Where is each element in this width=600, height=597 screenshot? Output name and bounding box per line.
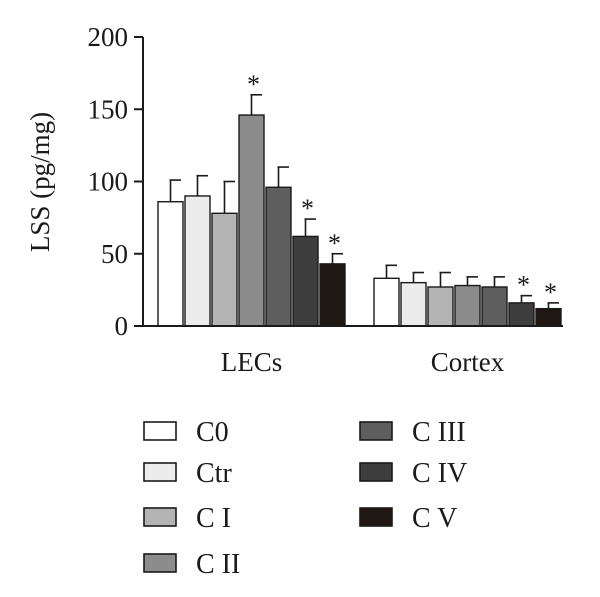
bar <box>373 277 400 327</box>
legend-item: C III <box>359 417 466 448</box>
bar <box>292 235 319 327</box>
legend-swatch <box>143 421 177 441</box>
legend-item: C0 <box>143 417 229 448</box>
x-category-label: LECs <box>221 347 283 377</box>
bar <box>400 281 427 327</box>
x-category-label: Cortex <box>431 347 505 377</box>
legend-item: C I <box>143 503 231 534</box>
legend-label: Ctr <box>196 458 232 489</box>
legend-swatch <box>359 421 393 441</box>
legend-label: C II <box>196 549 240 580</box>
bar <box>319 263 346 327</box>
significance-marker: * <box>544 278 557 307</box>
y-tick-label: 100 <box>88 167 129 197</box>
significance-marker: * <box>328 229 341 258</box>
significance-marker: * <box>517 271 530 300</box>
significance-marker: * <box>301 194 314 223</box>
legend-label: C III <box>412 417 466 448</box>
legend-label: C V <box>412 503 457 534</box>
bar <box>535 307 562 327</box>
bar <box>238 114 265 327</box>
y-axis-label: LSS (pg/mg) <box>25 112 55 252</box>
bar <box>454 284 481 327</box>
legend-label: C IV <box>412 458 467 489</box>
legend-item: C IV <box>359 458 467 489</box>
legend-swatch <box>359 507 393 527</box>
y-tick-label: 50 <box>101 239 128 269</box>
legend-swatch <box>359 462 393 482</box>
significance-marker: * <box>247 70 260 99</box>
x-axis: LECs Cortex <box>143 325 563 377</box>
legend-label: C I <box>196 503 231 534</box>
legend-swatch <box>143 462 177 482</box>
legend-swatch <box>143 507 177 527</box>
y-tick-label: 150 <box>88 94 129 124</box>
legend-item: C V <box>359 503 457 534</box>
bar <box>265 186 292 327</box>
bar <box>184 195 211 327</box>
legend-label: C0 <box>196 417 229 448</box>
bar <box>157 201 184 327</box>
bar <box>211 212 238 327</box>
bar <box>481 286 508 327</box>
legend-item: C II <box>143 549 240 580</box>
bar <box>427 286 454 327</box>
y-axis: 0 50 100 150 200 <box>88 22 144 341</box>
bar-groups: * * * * * <box>157 70 562 327</box>
legend-item: Ctr <box>143 458 232 489</box>
y-tick-label: 0 <box>115 311 129 341</box>
y-tick-label: 200 <box>88 22 129 52</box>
legend: C0 Ctr C I C II C III C IV C V <box>143 417 467 580</box>
bar <box>508 302 535 327</box>
legend-swatch <box>143 553 177 573</box>
